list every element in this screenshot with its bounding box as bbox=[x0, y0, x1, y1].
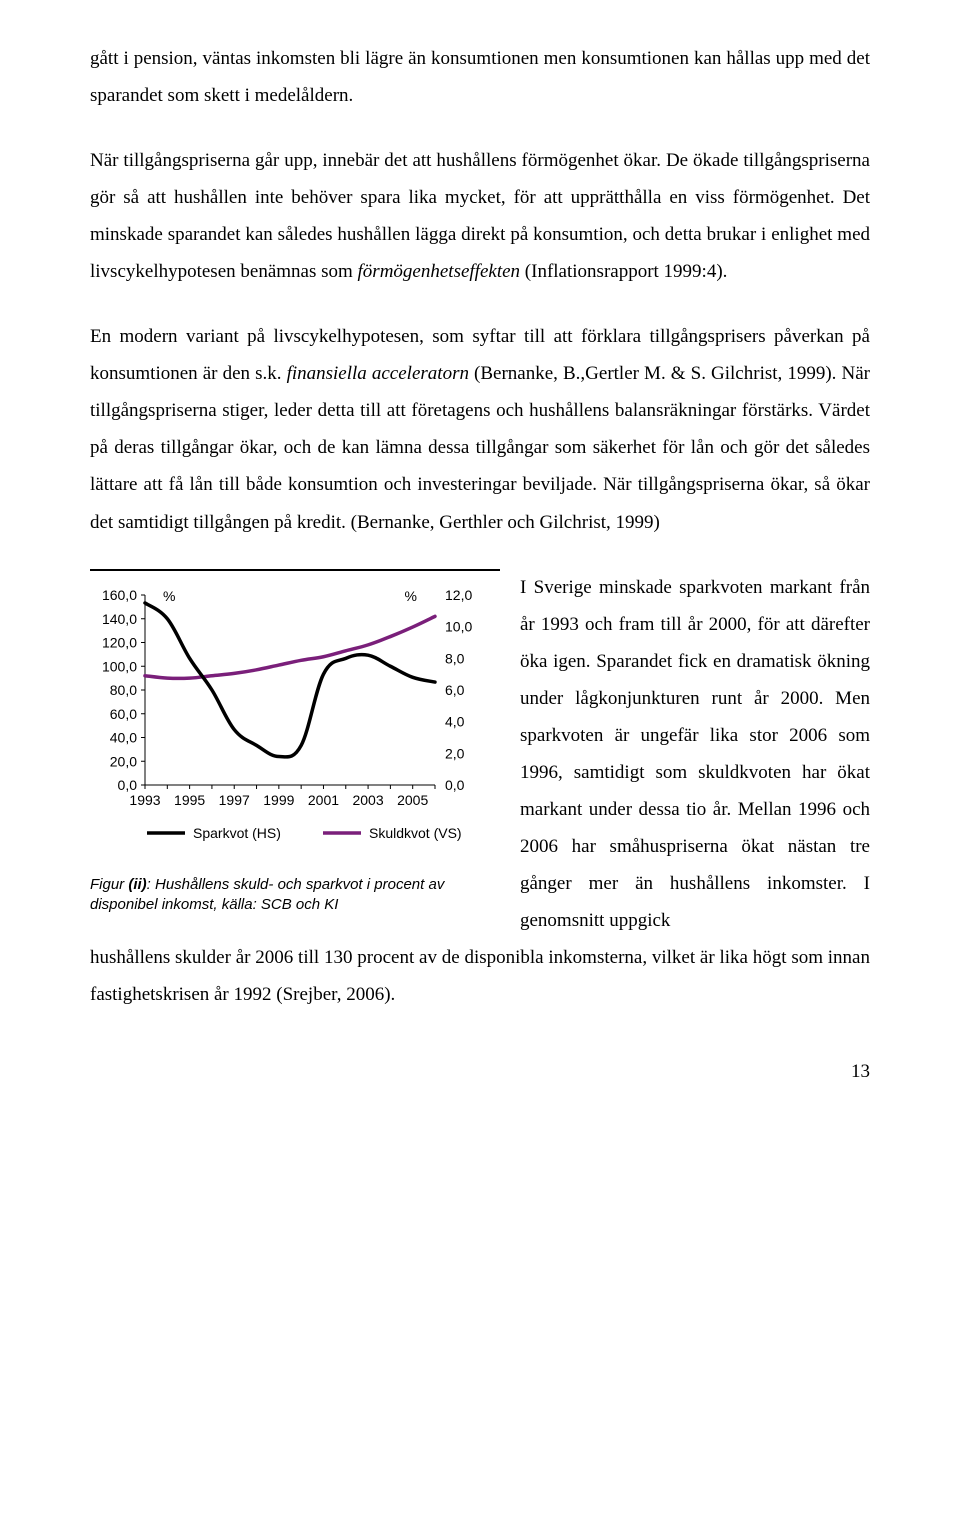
svg-text:0,0: 0,0 bbox=[118, 777, 138, 793]
p3-italic: finansiella acceleratorn bbox=[287, 363, 469, 384]
svg-text:%: % bbox=[405, 588, 417, 604]
svg-text:40,0: 40,0 bbox=[110, 729, 137, 745]
figure-column: 160,0 140,0 120,0 100,0 80,0 60,0 40,0 20,0 0,0%… bbox=[90, 569, 500, 916]
svg-text:4,0: 4,0 bbox=[445, 713, 465, 729]
svg-text:2001: 2001 bbox=[308, 792, 339, 808]
figure-caption: Figur (ii): Hushållens skuld- och sparkv… bbox=[90, 875, 500, 916]
p2-text-c: (Inflationsrapport 1999:4). bbox=[520, 261, 727, 282]
svg-text:2003: 2003 bbox=[352, 792, 383, 808]
svg-text:8,0: 8,0 bbox=[445, 650, 465, 666]
p2-italic: förmögenhetseffekten bbox=[358, 261, 521, 282]
svg-text:80,0: 80,0 bbox=[110, 682, 137, 698]
p3-text-c: (Bernanke, B.,Gertler M. & S. Gilchrist,… bbox=[90, 363, 870, 532]
svg-text:10,0: 10,0 bbox=[445, 618, 472, 634]
svg-text:12,0: 12,0 bbox=[445, 587, 472, 603]
page-number: 13 bbox=[90, 1053, 870, 1090]
svg-text:20,0: 20,0 bbox=[110, 753, 137, 769]
paragraph-continuation: hushållens skulder år 2006 till 130 proc… bbox=[90, 939, 870, 1013]
svg-text:%: % bbox=[163, 588, 175, 604]
right-text-column: I Sverige minskade sparkvoten markant fr… bbox=[520, 569, 870, 939]
svg-text:Sparkvot (HS): Sparkvot (HS) bbox=[193, 825, 281, 841]
paragraph-2: När tillgångspriserna går upp, innebär d… bbox=[90, 142, 870, 290]
paragraph-3: En modern variant på livscykelhypotesen,… bbox=[90, 318, 870, 540]
svg-text:120,0: 120,0 bbox=[102, 634, 137, 650]
chart-container: 160,0 140,0 120,0 100,0 80,0 60,0 40,0 20,0 0,0%… bbox=[90, 569, 500, 861]
svg-text:2,0: 2,0 bbox=[445, 745, 465, 761]
svg-text:0,0: 0,0 bbox=[445, 777, 465, 793]
svg-text:160,0: 160,0 bbox=[102, 587, 137, 603]
caption-prefix: Figur bbox=[90, 876, 128, 893]
line-chart: 160,0 140,0 120,0 100,0 80,0 60,0 40,0 20,0 0,0%… bbox=[90, 581, 500, 861]
svg-text:1999: 1999 bbox=[263, 792, 294, 808]
svg-text:1997: 1997 bbox=[219, 792, 250, 808]
right-paragraph: I Sverige minskade sparkvoten markant fr… bbox=[520, 577, 870, 931]
svg-text:6,0: 6,0 bbox=[445, 682, 465, 698]
figure-and-text-row: 160,0 140,0 120,0 100,0 80,0 60,0 40,0 20,0 0,0%… bbox=[90, 569, 870, 939]
svg-text:Skuldkvot (VS): Skuldkvot (VS) bbox=[369, 825, 462, 841]
svg-text:60,0: 60,0 bbox=[110, 705, 137, 721]
svg-text:2005: 2005 bbox=[397, 792, 428, 808]
svg-text:100,0: 100,0 bbox=[102, 658, 137, 674]
caption-number: (ii) bbox=[128, 876, 146, 893]
svg-text:1993: 1993 bbox=[129, 792, 160, 808]
svg-text:140,0: 140,0 bbox=[102, 610, 137, 626]
paragraph-1: gått i pension, väntas inkomsten bli läg… bbox=[90, 40, 870, 114]
svg-text:1995: 1995 bbox=[174, 792, 205, 808]
